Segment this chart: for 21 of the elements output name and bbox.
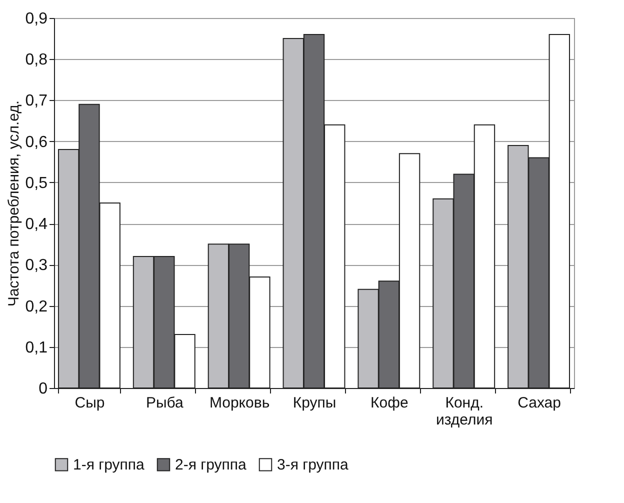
y-tick-label: 0,5 — [25, 174, 48, 192]
x-tick-label: Конд. изделия — [436, 394, 493, 428]
y-tick-label: 0,8 — [25, 52, 48, 69]
x-tick-label: Крупы — [292, 394, 336, 412]
x-tick-label: Сахар — [518, 394, 561, 412]
x-tick-label: Рыба — [146, 394, 184, 412]
x-tick-label: Кофе — [370, 394, 408, 412]
legend-label: 1-я группа — [73, 456, 146, 474]
y-tick-label: 0,9 — [25, 10, 48, 28]
x-tick-label: Сыр — [74, 394, 105, 412]
y-tick-label: 0,4 — [25, 216, 48, 234]
legend-label: 3-я группа — [277, 456, 350, 474]
y-tick-label: 0,7 — [25, 92, 48, 110]
y-tick-label: 0,3 — [25, 257, 48, 274]
y-tick-label: 0,6 — [25, 134, 48, 151]
legend-label: 2-я группа — [175, 456, 248, 474]
x-tick-label: Морковь — [209, 394, 270, 412]
y-tick-label: 0,1 — [25, 339, 48, 356]
y-tick-label: 0 — [38, 380, 48, 398]
y-tick-label: 0,2 — [25, 298, 48, 316]
y-axis-title: Частота потребления, усл.ед. — [5, 100, 22, 307]
